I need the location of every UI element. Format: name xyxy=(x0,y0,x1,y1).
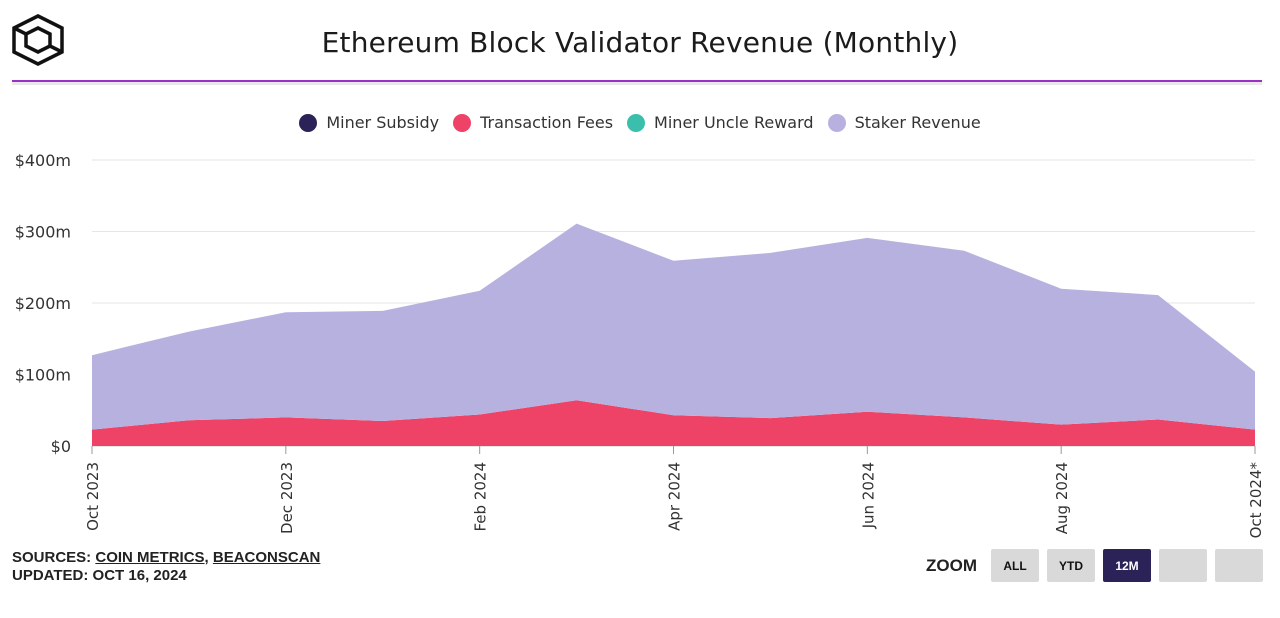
zoom-12m-button[interactable]: 12M xyxy=(1103,549,1151,582)
legend-label-staker-revenue: Staker Revenue xyxy=(854,113,981,132)
legend-item-miner-uncle-reward[interactable]: Miner Uncle Reward xyxy=(627,113,814,132)
x-tick-label: Dec 2023 xyxy=(278,462,296,534)
title-divider-shadow xyxy=(12,82,1262,85)
source-link-coin-metrics[interactable]: COIN METRICS xyxy=(95,549,205,566)
zoom-ytd-button[interactable]: YTD xyxy=(1047,549,1095,582)
x-tick-label: Jun 2024 xyxy=(859,462,877,529)
source-separator: , xyxy=(204,549,209,566)
zoom-blank-button-2[interactable] xyxy=(1215,549,1263,582)
x-tick-label: Feb 2024 xyxy=(472,462,490,532)
chart-footer: SOURCES: COIN METRICS, BEACONSCAN UPDATE… xyxy=(12,549,320,585)
y-tick-label: $400m xyxy=(15,151,71,170)
y-tick-label: $0 xyxy=(51,437,71,456)
updated-line: UPDATED: OCT 16, 2024 xyxy=(12,567,187,584)
zoom-blank-button-1[interactable] xyxy=(1159,549,1207,582)
chart-legend: Miner Subsidy Transaction Fees Miner Unc… xyxy=(0,113,1280,132)
y-tick-label: $300m xyxy=(15,223,71,242)
series-area-staker-revenue[interactable] xyxy=(92,223,1255,430)
source-link-beaconscan[interactable]: BEACONSCAN xyxy=(212,549,321,566)
title-divider xyxy=(12,80,1262,82)
sources-line: SOURCES: COIN METRICS, BEACONSCAN xyxy=(12,549,320,567)
x-tick-label: Oct 2024* xyxy=(1247,462,1265,539)
legend-dot-miner-uncle-reward xyxy=(627,113,646,132)
legend-label-transaction-fees: Transaction Fees xyxy=(480,113,614,132)
legend-label-miner-subsidy: Miner Subsidy xyxy=(326,113,440,132)
y-tick-label: $100m xyxy=(15,366,71,385)
y-tick-label: $200m xyxy=(15,294,71,313)
page-title: Ethereum Block Validator Revenue (Monthl… xyxy=(321,26,959,59)
legend-dot-transaction-fees xyxy=(453,113,472,132)
legend-item-transaction-fees[interactable]: Transaction Fees xyxy=(453,113,613,132)
logo-icon[interactable] xyxy=(12,14,64,66)
x-tick-label: Aug 2024 xyxy=(1053,462,1071,534)
legend-item-miner-subsidy[interactable]: Miner Subsidy xyxy=(299,113,439,132)
x-tick-label: Oct 2023 xyxy=(84,462,102,531)
zoom-label: ZOOM xyxy=(926,555,977,575)
legend-label-miner-uncle-reward: Miner Uncle Reward xyxy=(654,113,814,132)
legend-dot-staker-revenue xyxy=(827,113,846,132)
x-tick-label: Apr 2024 xyxy=(666,462,684,531)
zoom-all-button[interactable]: ALL xyxy=(991,549,1039,582)
series-area-transaction-fees[interactable] xyxy=(92,400,1255,446)
legend-dot-miner-subsidy xyxy=(299,113,318,132)
sources-label: SOURCES: xyxy=(12,549,92,566)
revenue-area-chart[interactable]: $0 $100m $200m $300m $400m Oct 2023 Dec 2023 Fe… xyxy=(0,0,1280,545)
zoom-controls: ZOOM ALL YTD 12M xyxy=(926,549,1263,582)
legend-item-staker-revenue[interactable]: Staker Revenue xyxy=(827,113,981,132)
